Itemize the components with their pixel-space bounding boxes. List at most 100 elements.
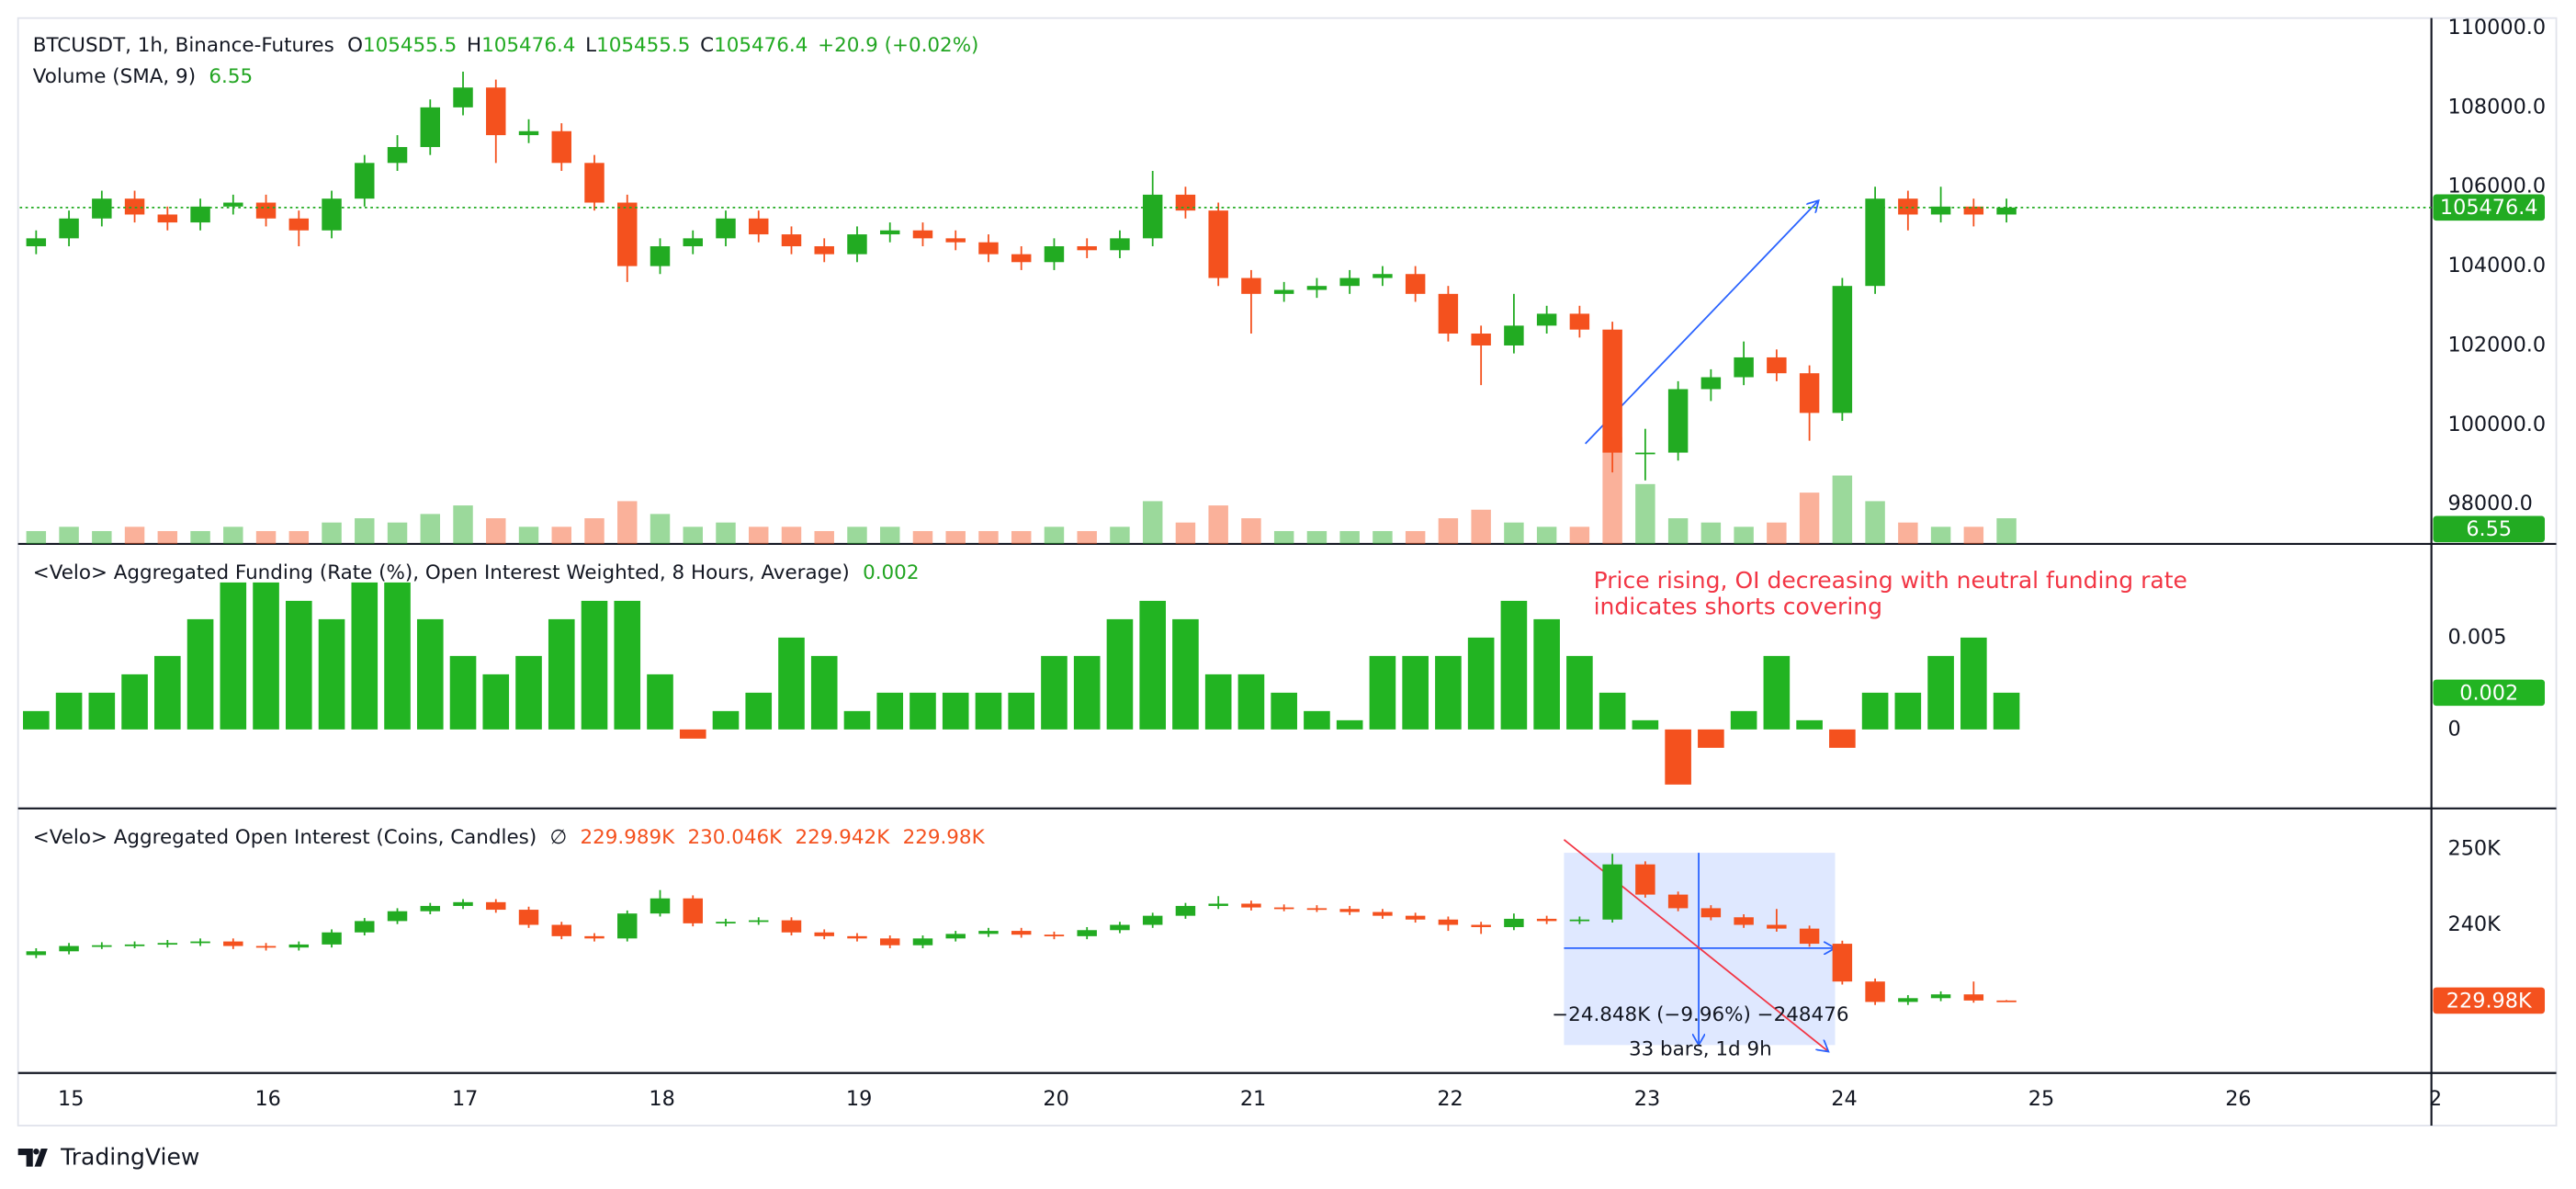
- volume-bar: [1110, 527, 1130, 544]
- funding-bar: [1960, 637, 1987, 730]
- candle-body: [749, 920, 769, 923]
- funding-bar: [1861, 692, 1889, 730]
- candle-body: [1832, 944, 1853, 982]
- volume-bar: [1635, 483, 1655, 544]
- funding-tag: 0.002: [2459, 681, 2518, 705]
- volume-bar: [124, 527, 145, 544]
- candle-body: [486, 901, 506, 911]
- volume-bar: [322, 522, 342, 544]
- candle-body: [879, 938, 900, 946]
- volume-bar: [814, 530, 834, 544]
- volume-bar: [288, 530, 310, 544]
- candle-body: [1077, 246, 1097, 251]
- ohlc-value: 105455.5: [596, 34, 690, 57]
- x-tick-label: 26: [2225, 1087, 2251, 1111]
- volume-bar: [683, 527, 703, 544]
- funding-bar: [1665, 729, 1691, 785]
- volume-bar: [1898, 522, 1918, 544]
- ohlc-value: 105476.4: [714, 34, 808, 57]
- candle-body: [453, 901, 473, 906]
- volume-bar: [1799, 493, 1820, 544]
- funding-bar: [1041, 655, 1068, 730]
- funding-current: 0.002: [863, 561, 919, 584]
- candle-body: [1898, 198, 1918, 215]
- volume-bar: [716, 522, 736, 544]
- change: +20.9 (+0.02%): [818, 34, 978, 57]
- volume-bar: [584, 518, 604, 544]
- candle-body: [650, 246, 671, 266]
- funding-bar: [186, 618, 214, 730]
- volume-header: Volume (SMA, 9) 6.55: [33, 65, 253, 88]
- candle-body: [1011, 254, 1032, 263]
- candle-body: [190, 941, 210, 944]
- candle-body: [1044, 246, 1065, 263]
- volume-bar: [847, 527, 867, 544]
- trend-arrow[interactable]: [1585, 200, 1819, 445]
- candle-body: [1339, 909, 1360, 912]
- x-tick-label: 25: [2028, 1087, 2054, 1111]
- candle-body: [26, 951, 47, 956]
- funding-bar: [876, 692, 904, 730]
- funding-bar: [1369, 655, 1396, 730]
- y-tick-label: 0.005: [2448, 625, 2507, 649]
- oi-ohlc: 229.989K 230.046K 229.942K 229.98K: [581, 826, 986, 849]
- funding-tag-bg: [2433, 679, 2546, 707]
- candle-body: [1241, 277, 1261, 294]
- candle-body: [1142, 915, 1163, 925]
- candle-body: [1438, 919, 1459, 925]
- y-tick-label: 100000.0: [2448, 413, 2547, 436]
- funding-bar: [1304, 710, 1330, 730]
- candle-body: [1996, 1000, 2017, 1002]
- symbol-title: BTCUSDT, 1h, Binance-Futures: [33, 34, 334, 57]
- funding-bar: [1467, 637, 1495, 730]
- candle-body: [716, 218, 736, 239]
- ohlc-key: C: [700, 34, 714, 57]
- funding-bar: [121, 674, 148, 730]
- volume-bar: [59, 527, 79, 544]
- volume-sma: 6.55: [209, 65, 253, 88]
- candle-body: [1273, 907, 1294, 910]
- candle-body: [1536, 918, 1557, 922]
- candle-body: [912, 230, 933, 239]
- volume-bar: [387, 522, 408, 544]
- funding-bar: [1237, 674, 1265, 730]
- candle-body: [1306, 286, 1328, 290]
- funding-bar: [548, 618, 575, 730]
- candle-body: [387, 911, 408, 922]
- candle-body: [157, 214, 178, 223]
- y-tick-label: 108000.0: [2448, 95, 2547, 119]
- funding-bar: [1139, 600, 1166, 730]
- volume-tag-bg: [2433, 515, 2546, 543]
- funding-bar: [515, 655, 542, 730]
- funding-bar: [1008, 692, 1035, 730]
- y-tick-label: 102000.0: [2448, 333, 2547, 357]
- candle-body: [1635, 864, 1655, 895]
- candle-body: [1471, 924, 1491, 927]
- candle-body: [157, 943, 178, 946]
- candle-body: [1208, 210, 1228, 278]
- x-tick-label: 15: [58, 1087, 84, 1111]
- candle-body: [1044, 934, 1065, 936]
- y-tick-label: 240K: [2448, 912, 2503, 936]
- candle-body: [92, 945, 112, 947]
- candle-body: [59, 946, 79, 952]
- logo: TradingView: [17, 1144, 199, 1171]
- candle-body: [1602, 329, 1622, 453]
- candle-body: [420, 107, 441, 148]
- funding-bar: [810, 655, 838, 730]
- candle-body: [124, 198, 145, 215]
- funding-bar: [220, 582, 247, 730]
- volume-bar: [1208, 505, 1228, 544]
- funding-bar: [351, 582, 378, 730]
- volume-bar: [255, 530, 277, 544]
- volume-bar: [1536, 527, 1557, 544]
- candle-body: [1504, 918, 1524, 927]
- volume-bar: [781, 527, 802, 544]
- x-tick-label: 20: [1043, 1087, 1068, 1111]
- volume-bar: [1667, 518, 1689, 544]
- candle-body: [1734, 357, 1754, 378]
- candle-body: [1373, 274, 1393, 278]
- candle-body: [1306, 908, 1328, 911]
- y-tick-label: 104000.0: [2448, 254, 2547, 277]
- funding-bar: [482, 674, 510, 730]
